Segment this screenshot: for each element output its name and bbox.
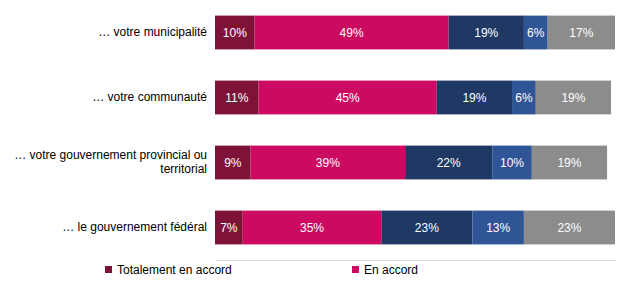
data-label: 45% [336, 91, 360, 105]
bar-segment [259, 81, 437, 115]
series [524, 16, 615, 245]
x-axis-line [216, 260, 616, 261]
y-tick: … votre municipalité [98, 25, 207, 39]
bar-segment [536, 81, 611, 115]
data-label: 7% [220, 221, 238, 235]
category-label: … votre communauté [92, 90, 207, 104]
data-label: 10% [223, 26, 247, 40]
data-label: 19% [561, 91, 585, 105]
data-label: 19% [557, 156, 581, 170]
chart: 10% 11% 9% 7% 49% 45% 39% 35% 19% 19% 22% 23% 6% 6% 10… [0, 0, 619, 305]
bar-segment [255, 16, 449, 50]
bar-segment [532, 146, 607, 180]
category-label-line: territorial [160, 162, 207, 176]
bars [215, 16, 615, 245]
bar-segment [215, 81, 259, 115]
data-label: 11% [225, 91, 248, 105]
data-label: 9% [224, 156, 242, 170]
bar-segment [449, 16, 524, 50]
data-label: 23% [415, 221, 439, 235]
series [381, 16, 524, 245]
data-label: 19% [462, 91, 486, 105]
data-label: 49% [340, 26, 364, 40]
series [243, 16, 449, 245]
legend-label: Totalement en accord [117, 263, 232, 277]
y-axis: … votre municipalité … votre communauté … … [14, 25, 207, 234]
data-label: 10% [500, 156, 524, 170]
series [215, 16, 259, 245]
data-labels: 10% 11% 9% 7% 49% 45% 39% 35% 19% 19% 22% 23% 6% 6% 10… [220, 26, 593, 235]
series [472, 16, 547, 245]
legend-swatch [352, 266, 359, 273]
x-axis [216, 260, 616, 261]
bar-segment [215, 211, 243, 245]
legend-swatch [105, 266, 112, 273]
y-tick: … votre gouvernement provincial outerrit… [14, 148, 207, 176]
bar-segment [548, 16, 615, 50]
bar-segment [215, 16, 255, 50]
category-label-line: … votre gouvernement provincial ou [14, 148, 207, 162]
category-label: … votre municipalité [98, 25, 207, 39]
bar-segment [472, 211, 523, 245]
bar-segment [243, 211, 382, 245]
bar-segment [524, 16, 548, 50]
y-tick: … votre communauté [92, 90, 207, 104]
category-label: … le gouvernement fédéral [62, 220, 207, 234]
bar-segment [405, 146, 492, 180]
data-label: 19% [474, 26, 498, 40]
data-label: 6% [527, 26, 545, 40]
data-label: 13% [486, 221, 510, 235]
bar-segment [215, 146, 251, 180]
category-label: … votre gouvernement provincial outerrit… [14, 148, 207, 176]
bar-segment [381, 211, 472, 245]
data-label: 39% [316, 156, 340, 170]
data-label: 23% [557, 221, 581, 235]
y-tick: … le gouvernement fédéral [62, 220, 207, 234]
legend-label: En accord [364, 263, 418, 277]
bar-segment [251, 146, 405, 180]
legend: Totalement en accord En accord [105, 263, 418, 277]
data-label: 17% [569, 26, 593, 40]
bar-segment [492, 146, 532, 180]
data-label: 22% [437, 156, 461, 170]
bar-segment [512, 81, 536, 115]
bar-segment [437, 81, 512, 115]
bar-segment [524, 211, 615, 245]
data-label: 35% [300, 221, 324, 235]
data-label: 6% [515, 91, 533, 105]
